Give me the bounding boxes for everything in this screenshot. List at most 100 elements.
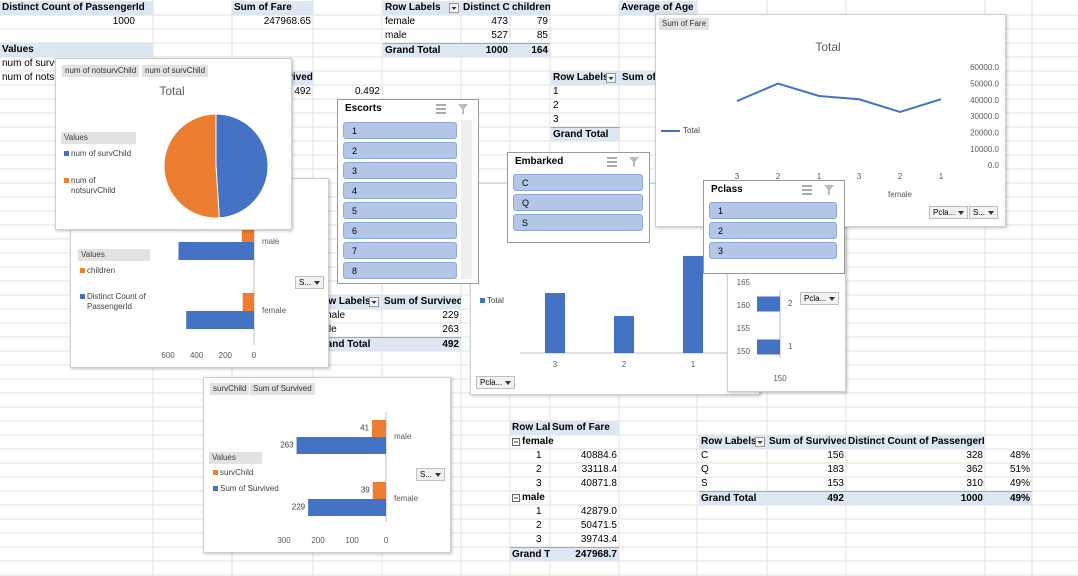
pivot-value: 492 [767, 491, 846, 505]
x-tick-label: 0 [384, 536, 389, 545]
pivot-value: 0.492 [354, 86, 380, 97]
group-label: female [888, 190, 913, 199]
collapse-icon[interactable] [512, 438, 520, 446]
data-label: 41 [360, 424, 369, 433]
field-button[interactable]: num of survChild [142, 65, 209, 77]
x-tick-label: 200 [311, 536, 325, 545]
slicer: Escorts 1 2 3 4 5 6 7 8 [337, 99, 479, 284]
y-tick-label: 50000.0 [970, 79, 999, 88]
category-label: 3 [735, 172, 740, 181]
filter-button[interactable]: Pcla... [476, 376, 516, 389]
category-label: female [394, 494, 419, 503]
filter-dropdown[interactable] [606, 73, 616, 83]
category-label: 1 [691, 360, 696, 369]
bar [296, 437, 386, 454]
pivot-header: Row Labels [313, 295, 382, 309]
pivot-total-label: Grand Total [383, 43, 461, 57]
pivot-value: 48% [1009, 450, 1030, 461]
category-label: 2 [622, 360, 627, 369]
pivot-total-label: Grand Total [510, 547, 550, 561]
legend-swatch [480, 298, 485, 303]
pivot-value: 50471.5 [580, 520, 617, 531]
filter-button[interactable]: S... [295, 276, 325, 289]
filter-dropdown[interactable] [449, 3, 459, 13]
pivot-row-label: 3 [536, 478, 542, 489]
slicer-item[interactable]: 8 [343, 262, 457, 279]
legend-label: Sum of Survived [220, 484, 279, 493]
slicer-item[interactable]: 4 [343, 182, 457, 199]
pivot-value: 164 [510, 43, 550, 57]
data-label: 39 [361, 486, 370, 495]
dropdown-arrow [451, 7, 457, 10]
bar [186, 311, 254, 329]
filter-dropdown[interactable] [755, 437, 765, 447]
field-button[interactable]: Sum of Fare [659, 18, 710, 30]
slicer-item[interactable]: 2 [709, 222, 837, 239]
legend-swatch [213, 470, 218, 475]
x-tick-label: 400 [190, 351, 204, 360]
slicer-item[interactable]: S [513, 214, 643, 231]
pivot-value: Sum of Survived [382, 295, 461, 309]
bar [614, 316, 634, 353]
pivot-value: 492 [382, 337, 461, 351]
chart-canvas: Total [159, 84, 269, 219]
pivot-value: 42879.0 [580, 506, 617, 517]
legend-swatch [80, 268, 85, 273]
clear-filter-icon [629, 157, 639, 167]
chart-canvas: 3 2 1 [520, 256, 735, 369]
pivot-value: 362 [966, 464, 983, 475]
bar [372, 420, 386, 437]
filter-dropdown[interactable] [369, 297, 379, 307]
pivot-row-label: 2 [536, 520, 542, 531]
filter-button[interactable]: S... [416, 468, 446, 481]
y-tick-label: 60000.0 [970, 63, 999, 72]
collapse-icon[interactable] [512, 494, 520, 502]
slicer-tools [802, 185, 834, 195]
slicer: Embarked C Q S [507, 152, 650, 243]
pivot-header: Row Labels [699, 435, 767, 449]
filter-button[interactable]: S... [969, 206, 999, 219]
y-tick-label: 160 [737, 301, 751, 310]
pivot-value: 49% [985, 491, 1032, 505]
filter-button[interactable]: Pcla... [800, 292, 840, 305]
legend-label: survChild [220, 468, 254, 477]
field-button[interactable]: survChild [210, 383, 250, 395]
y-tick-label: 0.0 [988, 161, 1000, 170]
pivot-value: 153 [827, 478, 844, 489]
legend-swatch [80, 294, 85, 299]
pivot-total-label: Grand Total [551, 127, 620, 141]
slicer-tools [607, 157, 639, 167]
slicer-item[interactable]: 6 [343, 222, 457, 239]
slicer-item[interactable]: 1 [343, 122, 457, 139]
pivot-value: Sum of Fare [550, 421, 619, 435]
field-button[interactable]: num of notsurvChild [62, 65, 140, 77]
bar [178, 242, 254, 260]
chart-canvas: 0 100 200 300 female male 39 41 229 263 [277, 412, 419, 545]
slicer-item[interactable]: Q [513, 194, 643, 211]
pivot-header: Values [0, 43, 153, 57]
x-tick-label: 200 [219, 351, 233, 360]
chart-title: Total [815, 40, 840, 54]
pivot-value: children [510, 1, 550, 15]
slicer-item[interactable]: 2 [343, 142, 457, 159]
pivot-value: 263 [442, 324, 459, 335]
y-tick-label: 30000.0 [970, 112, 999, 121]
legend-swatch [64, 178, 69, 183]
slicer-item[interactable]: 3 [343, 162, 457, 179]
slicer-item[interactable]: 3 [709, 242, 837, 259]
slicer-tools [436, 104, 468, 114]
clear-filter-icon [824, 185, 834, 195]
filter-button[interactable]: Pcla... [929, 206, 969, 219]
legend-title: Values [61, 132, 136, 144]
slicer-item[interactable]: 7 [343, 242, 457, 259]
pivot-value: 527 [491, 30, 508, 41]
field-button[interactable]: Sum of Survived [250, 383, 315, 395]
slicer-item[interactable]: 5 [343, 202, 457, 219]
slicer-item[interactable]: 1 [709, 202, 837, 219]
x-tick-label: 100 [345, 536, 359, 545]
slicer-item[interactable]: C [513, 174, 643, 191]
chart: Total num of notsurvChild num of survChild… [55, 58, 292, 230]
x-tick-label: 600 [161, 351, 175, 360]
pivot-value: 247968.7 [550, 547, 619, 561]
